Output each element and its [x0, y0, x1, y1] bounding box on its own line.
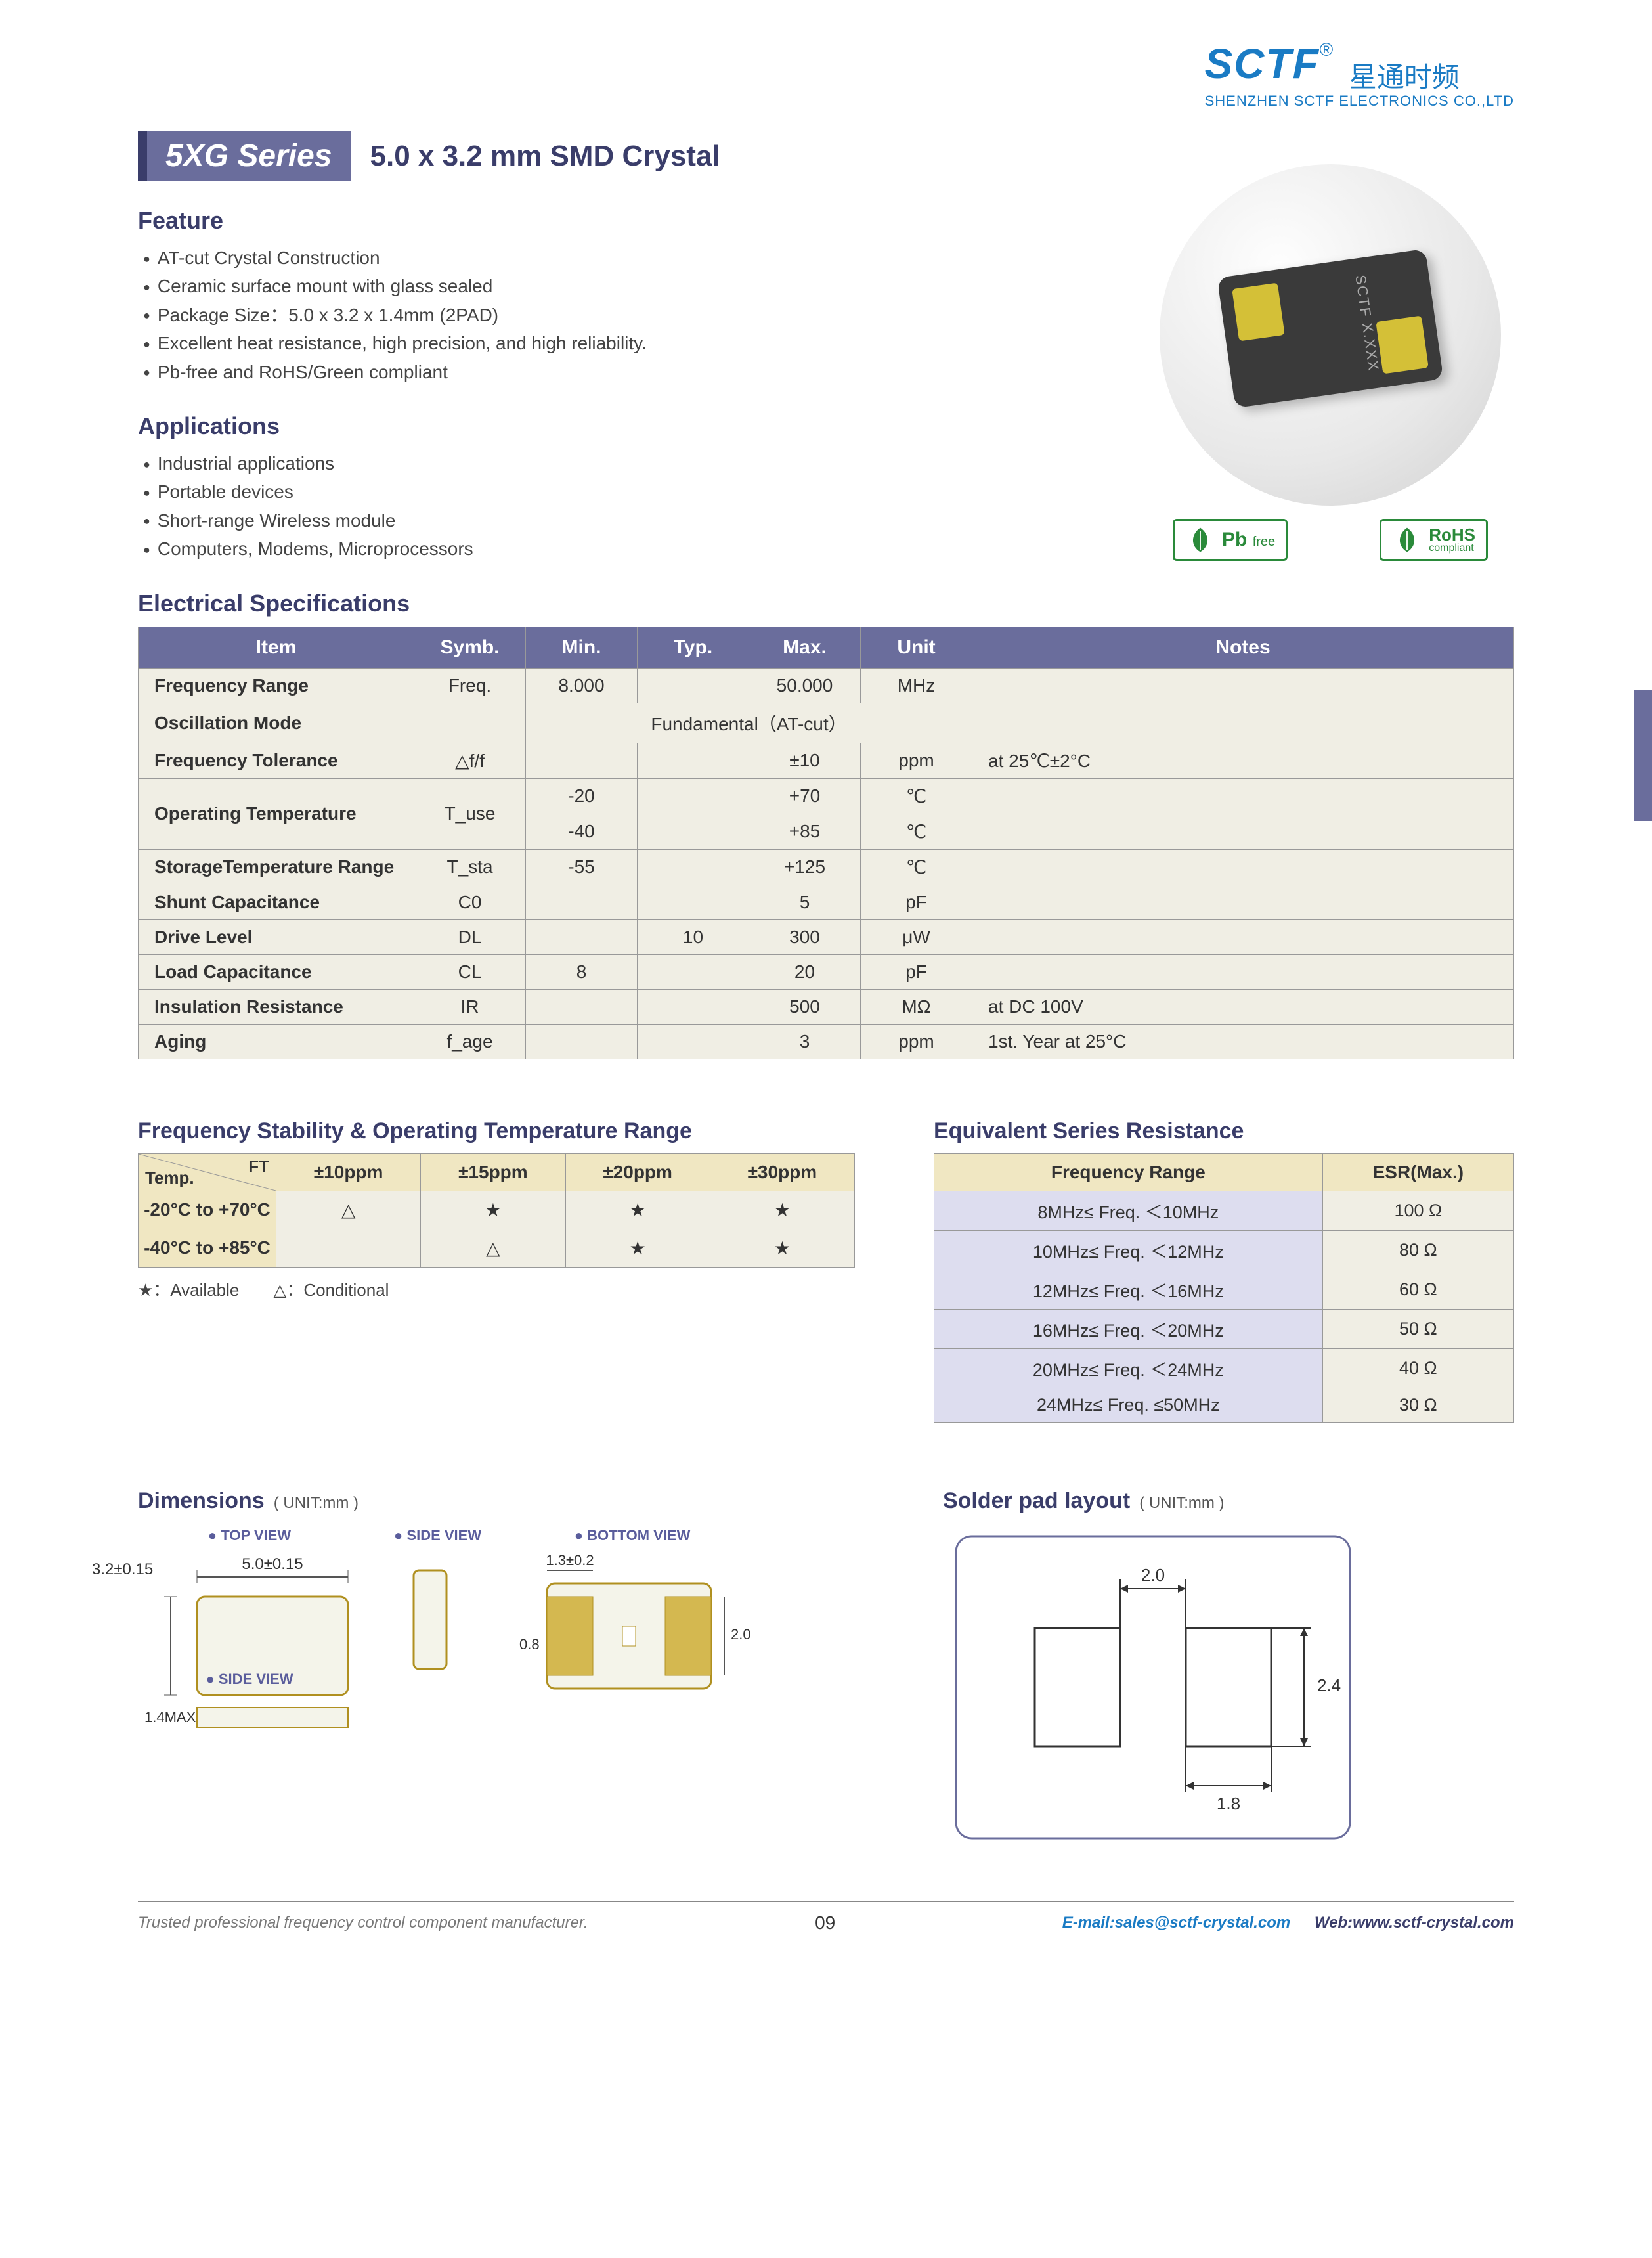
svg-text:2.0: 2.0 — [1141, 1565, 1165, 1585]
freq-row: -20°C to +70°C △ ★ ★ ★ — [139, 1191, 855, 1229]
top-view-block: TOP VIEW 5.0±0.15 3.2±0.15 SIDE VIEW — [138, 1527, 361, 1744]
spec-row: StorageTemperature RangeT_sta-55+125℃ — [139, 849, 1514, 885]
esr-row: 16MHz≤ Freq. ＜20MHz50 Ω — [934, 1309, 1514, 1348]
spec-row: Insulation ResistanceIR500MΩat DC 100V — [139, 989, 1514, 1024]
series-badge: 5XG Series — [138, 131, 351, 181]
esr-table: Frequency Range ESR(Max.) 8MHz≤ Freq. ＜1… — [934, 1153, 1514, 1423]
spec-th: Symb. — [414, 627, 526, 668]
freq-row-label: -20°C to +70°C — [139, 1191, 276, 1229]
side-tab — [1634, 690, 1652, 821]
dim-h-label — [79, 1580, 131, 1679]
freq-th: ±15ppm — [421, 1153, 565, 1191]
freq-legend: ★：Available △：Conditional — [138, 1277, 855, 1301]
esr-th: Frequency Range — [934, 1153, 1323, 1191]
spec-row: Oscillation ModeFundamental（AT-cut） — [139, 703, 1514, 743]
freq-cell: ★ — [565, 1191, 710, 1229]
freq-th: ±20ppm — [565, 1153, 710, 1191]
freq-row-label: -40°C to +85°C — [139, 1229, 276, 1267]
freq-cell: ★ — [710, 1191, 854, 1229]
side-view-label: SIDE VIEW — [394, 1527, 481, 1544]
leaf-icon — [1392, 525, 1422, 555]
spec-th: Unit — [861, 627, 972, 668]
top-view-label: TOP VIEW — [138, 1527, 361, 1544]
pb-free-badge: Pb free — [1173, 519, 1288, 561]
freq-cell: △ — [421, 1229, 565, 1267]
logo-chinese: 星通时频 — [1349, 55, 1460, 95]
side-view-2-drawing: 1.4MAX — [138, 1694, 361, 1740]
company-logo: SCTF® 星通时频 SHENZHEN SCTF ELECTRONICS CO.… — [1205, 39, 1514, 110]
freq-stability-heading: Frequency Stability & Operating Temperat… — [138, 1118, 855, 1144]
esr-row: 24MHz≤ Freq. ≤50MHz30 Ω — [934, 1388, 1514, 1422]
spec-row: Agingf_age3ppm1st. Year at 25°C — [139, 1024, 1514, 1059]
svg-text:1.8: 1.8 — [1217, 1794, 1240, 1813]
esr-header-row: Frequency Range ESR(Max.) — [934, 1153, 1514, 1191]
page-footer: Trusted professional frequency control c… — [138, 1901, 1514, 1934]
esr-row: 20MHz≤ Freq. ＜24MHz40 Ω — [934, 1348, 1514, 1388]
electrical-spec-heading: Electrical Specifications — [138, 590, 1514, 617]
freq-cell: ★ — [710, 1229, 854, 1267]
spec-row: Operating TemperatureT_use-20+70℃ — [139, 778, 1514, 814]
freq-cell: ★ — [421, 1191, 565, 1229]
svg-text:0.8: 0.8 — [519, 1636, 540, 1652]
spec-header-row: Item Symb. Min. Typ. Max. Unit Notes — [139, 627, 1514, 668]
freq-diag-cell: FT Temp. — [139, 1153, 276, 1191]
bottom-view-block: BOTTOM VIEW 1.3±0.2 0.8 2.0±0.2 — [514, 1527, 750, 1725]
bottom-view-drawing: 1.3±0.2 0.8 2.0±0.2 — [514, 1551, 750, 1721]
spec-th: Typ. — [638, 627, 749, 668]
freq-row: -40°C to +85°C △ ★ ★ — [139, 1229, 855, 1267]
svg-text:1.4MAX: 1.4MAX — [144, 1709, 196, 1725]
svg-text:2.0±0.2: 2.0±0.2 — [731, 1626, 750, 1643]
esr-heading: Equivalent Series Resistance — [934, 1118, 1514, 1144]
spec-row: Drive LevelDL10300μW — [139, 919, 1514, 954]
esr-row: 10MHz≤ Freq. ＜12MHz80 Ω — [934, 1230, 1514, 1270]
product-photo: SCTF X.XXX — [1160, 164, 1501, 506]
pb-free-text: Pb free — [1222, 529, 1275, 551]
dimensions-heading: Dimensions( UNIT:mm ) — [138, 1488, 877, 1514]
side-view-block: SIDE VIEW — [394, 1527, 481, 1685]
logo-registered: ® — [1320, 39, 1334, 60]
chip-pad-right — [1376, 316, 1428, 374]
rohs-text: RoHScompliant — [1429, 526, 1475, 554]
footer-tagline: Trusted professional frequency control c… — [138, 1914, 588, 1932]
solder-heading: Solder pad layout( UNIT:mm ) — [943, 1488, 1514, 1514]
logo-subtitle: SHENZHEN SCTF ELECTRONICS CO.,LTD — [1205, 93, 1514, 110]
product-image-area: SCTF X.XXX Pb free RoHScompliant — [1146, 164, 1514, 561]
page-number: 09 — [815, 1913, 835, 1934]
side-view-drawing — [394, 1551, 473, 1682]
spec-row: Load CapacitanceCL820pF — [139, 954, 1514, 989]
freq-cell: ★ — [565, 1229, 710, 1267]
freq-stability-table: FT Temp. ±10ppm ±15ppm ±20ppm ±30ppm -20… — [138, 1153, 855, 1268]
series-title: 5.0 x 3.2 mm SMD Crystal — [370, 140, 720, 173]
spec-th: Notes — [972, 627, 1514, 668]
spec-row: Frequency Tolerance△f/f±10ppmat 25℃±2°C — [139, 743, 1514, 778]
freq-th: ±10ppm — [276, 1153, 421, 1191]
solder-pad-drawing: 2.0 2.4 1.8 — [943, 1523, 1363, 1851]
spec-row: Shunt CapacitanceC05pF — [139, 885, 1514, 919]
freq-header-row: FT Temp. ±10ppm ±15ppm ±20ppm ±30ppm — [139, 1153, 855, 1191]
logo-brand: SCTF — [1205, 39, 1320, 88]
freq-cell: △ — [276, 1191, 421, 1229]
spec-row: Frequency RangeFreq.8.00050.000MHz — [139, 668, 1514, 703]
svg-text:1.3±0.2: 1.3±0.2 — [546, 1552, 594, 1568]
chip-render: SCTF X.XXX — [1217, 249, 1444, 409]
esr-row: 8MHz≤ Freq. ＜10MHz100 Ω — [934, 1191, 1514, 1230]
freq-th: ±30ppm — [710, 1153, 854, 1191]
chip-pad-left — [1232, 283, 1284, 342]
dim-height-text: 3.2±0.15 — [92, 1561, 315, 1579]
freq-cell — [276, 1229, 421, 1267]
bottom-view-label: BOTTOM VIEW — [514, 1527, 750, 1544]
spec-th: Min. — [526, 627, 638, 668]
spec-th: Item — [139, 627, 414, 668]
rohs-badge: RoHScompliant — [1380, 519, 1488, 561]
leaf-icon — [1185, 525, 1215, 555]
esr-row: 12MHz≤ Freq. ＜16MHz60 Ω — [934, 1270, 1514, 1309]
svg-text:2.4: 2.4 — [1317, 1675, 1341, 1695]
spec-table: Item Symb. Min. Typ. Max. Unit Notes Fre… — [138, 627, 1514, 1059]
footer-links: E-mail:sales@sctf-crystal.com Web:www.sc… — [1062, 1914, 1514, 1932]
esr-th: ESR(Max.) — [1322, 1153, 1513, 1191]
spec-th: Max. — [749, 627, 861, 668]
